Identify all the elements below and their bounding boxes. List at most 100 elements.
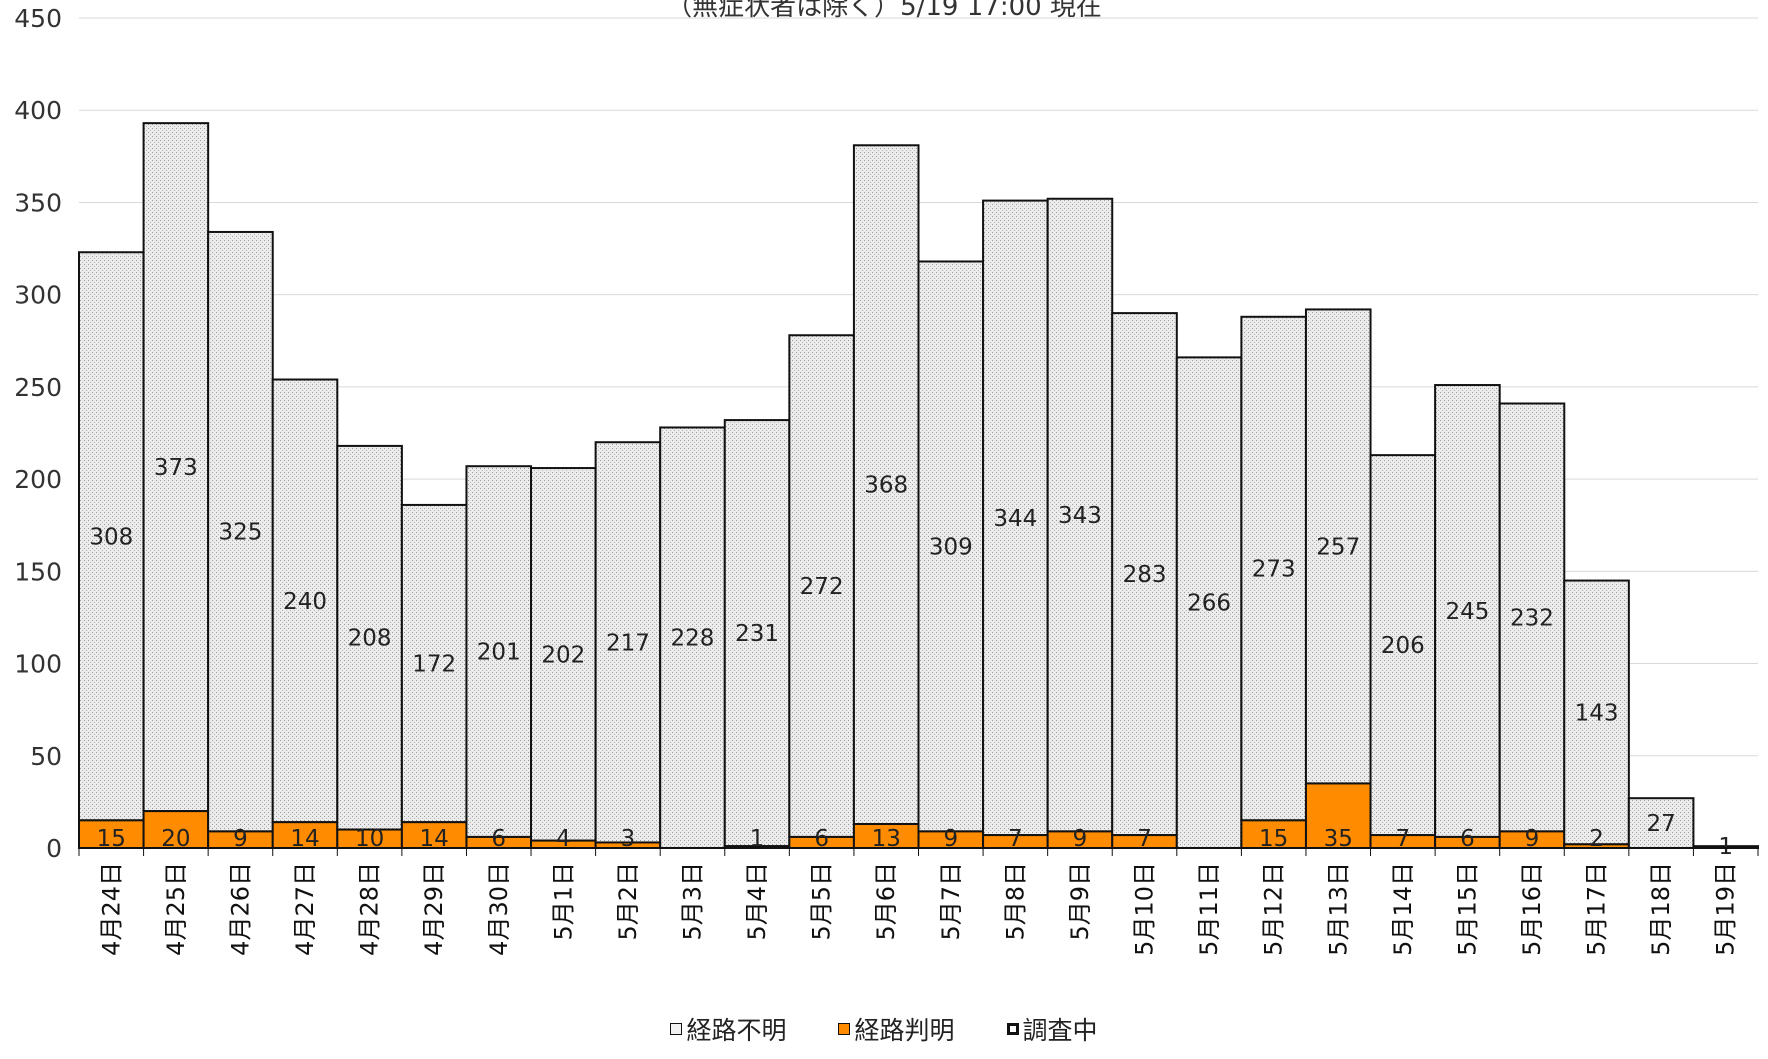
x-tick-label: 5月9日 (1066, 862, 1094, 941)
data-label-known: 1 (750, 826, 765, 852)
data-label-unknown: 201 (477, 640, 521, 666)
data-label-unknown: 27 (1646, 811, 1675, 837)
legend-label-unknown: 経路不明 (686, 1016, 787, 1045)
data-label-known: 9 (233, 826, 248, 852)
x-tick-label: 5月8日 (1001, 862, 1029, 941)
x-tick-label: 5月2日 (614, 862, 642, 941)
x-tick-label: 5月1日 (549, 862, 577, 941)
x-tick-label: 5月13日 (1324, 862, 1352, 956)
x-tick-label: 5月16日 (1518, 862, 1546, 956)
bar-segment-unknown (659, 426, 726, 849)
legend-label-known: 経路判明 (854, 1016, 955, 1045)
data-label-unknown: 266 (1187, 591, 1231, 617)
legend-swatch-investigating (1006, 1023, 1019, 1035)
legend-item-investigating: 調査中 (1006, 1011, 1098, 1047)
data-label-known: 6 (1460, 826, 1475, 852)
bar-segment-unknown (1498, 402, 1566, 833)
x-tick-label: 5月12日 (1260, 862, 1288, 956)
data-label-known: 9 (1525, 826, 1540, 852)
data-label-known: 6 (491, 826, 506, 852)
x-tick-label: 5月7日 (937, 862, 965, 941)
x-tick-label: 4月24日 (97, 862, 125, 956)
data-label-unknown: 228 (671, 626, 715, 652)
data-label-known: 7 (1008, 826, 1023, 852)
x-tick-label: 4月27日 (291, 862, 319, 956)
bar-segment-unknown (400, 503, 468, 824)
data-label-unknown: 143 (1575, 700, 1619, 726)
data-label-unknown: 368 (864, 473, 908, 499)
data-label-unknown: 273 (1252, 557, 1296, 583)
x-tick-label: 5月19日 (1712, 862, 1740, 956)
data-label-unknown: 208 (348, 626, 392, 652)
data-label-unknown: 232 (1510, 605, 1554, 631)
data-label-known: 7 (1396, 826, 1411, 852)
data-label-unknown: 245 (1445, 599, 1489, 625)
legend-label-investigating: 調査中 (1022, 1016, 1098, 1045)
data-label-unknown: 308 (89, 524, 133, 550)
x-tick-label: 4月30日 (485, 862, 513, 956)
y-tick-label: 150 (14, 557, 62, 586)
y-axis: 0 50 100 150 200 250 300 350 400 450 (14, 4, 62, 863)
bar-segment-unknown (1369, 454, 1437, 837)
data-label-unknown: 217 (606, 630, 650, 656)
x-tick-label: 4月29日 (420, 862, 448, 956)
x-tick-label: 4月25日 (162, 862, 190, 956)
y-tick-label: 0 (46, 834, 62, 863)
legend-swatch-known (838, 1023, 851, 1035)
data-label-unknown: 231 (735, 621, 779, 647)
x-tick-label: 5月6日 (872, 862, 900, 941)
data-label-unknown: 240 (283, 589, 327, 615)
y-tick-label: 100 (14, 650, 62, 679)
bar-segment-unknown (982, 199, 1049, 837)
data-label-unknown: 344 (993, 506, 1037, 532)
data-label-known: 9 (943, 826, 958, 852)
bar-segment-unknown (1627, 797, 1695, 850)
x-tick-label: 5月18日 (1647, 862, 1675, 956)
data-label-unknown: 283 (1123, 562, 1167, 588)
bar-segment-unknown (207, 230, 274, 833)
bar-segment-unknown (1046, 197, 1114, 833)
data-label-known: 2 (1589, 826, 1604, 852)
x-tick-label: 4月26日 (226, 862, 254, 956)
bar-segment-unknown (1240, 315, 1307, 822)
data-label-unknown: 172 (412, 652, 456, 678)
y-tick-label: 450 (14, 4, 62, 33)
x-tick-label: 5月4日 (743, 862, 771, 941)
data-label-unknown: 325 (218, 520, 262, 546)
data-label-unknown: 206 (1381, 633, 1425, 659)
legend-item-known: 経路判明 (838, 1011, 955, 1047)
x-tick-label: 5月5日 (808, 862, 836, 941)
data-label-unknown: 202 (541, 642, 585, 668)
bar-segment-unknown (1111, 312, 1178, 837)
data-label-unknown: 343 (1058, 503, 1102, 529)
y-tick-label: 400 (14, 96, 62, 125)
bar-segment-unknown (1175, 356, 1243, 849)
y-tick-label: 200 (14, 465, 62, 494)
bar-segment-unknown (852, 144, 920, 826)
x-tick-label: 5月17日 (1583, 862, 1611, 956)
bars (78, 122, 1760, 850)
y-tick-label: 350 (14, 188, 62, 217)
x-axis: 4月24日 4月25日 4月26日 4月27日 4月28日 4月29日 4月30日 5月1日 5… (78, 847, 1759, 956)
legend-swatch-unknown (670, 1023, 683, 1035)
data-label-unknown: 257 (1316, 534, 1360, 560)
x-tick-label: 4月28日 (356, 862, 384, 956)
bar-segment-unknown (1304, 308, 1372, 785)
y-tick-label: 250 (14, 373, 62, 402)
bar-segment-unknown (594, 441, 662, 844)
x-tick-label: 5月14日 (1389, 862, 1417, 956)
y-tick-label: 300 (14, 281, 62, 310)
x-tick-label: 5月15日 (1453, 862, 1481, 956)
legend-item-unknown: 経路不明 (670, 1011, 786, 1047)
x-tick-label: 5月10日 (1131, 862, 1159, 956)
bar-segment-known (78, 819, 145, 849)
chart-title: （無症状者は除く）5/19 17:00 現在 (666, 0, 1102, 22)
data-label-known: 6 (814, 826, 829, 852)
data-label-known: 4 (556, 826, 571, 852)
legend: 経路不明 経路判明 調査中 (0, 1011, 1768, 1047)
bar-segment-unknown (723, 419, 791, 848)
bar-segment-unknown (78, 251, 145, 822)
data-label-known: 9 (1073, 826, 1088, 852)
bar-segment-known (142, 810, 210, 849)
